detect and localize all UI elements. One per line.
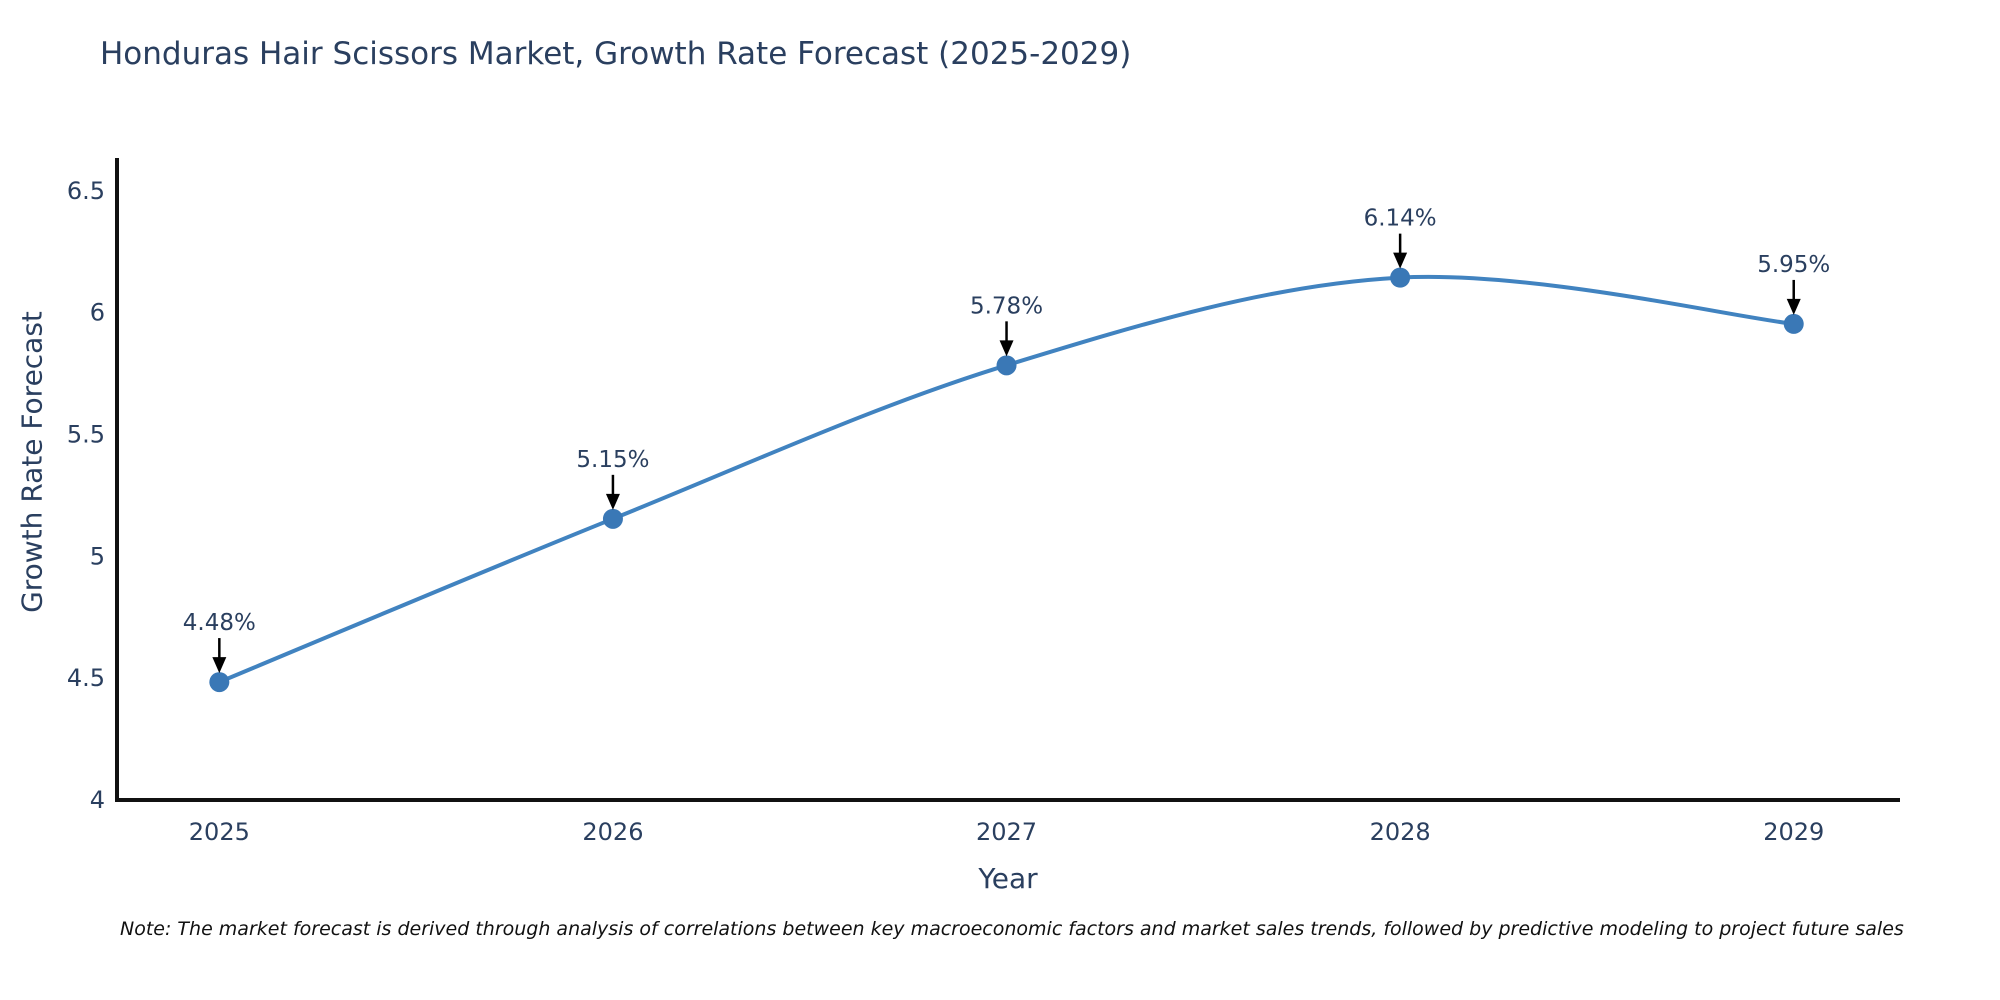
annotation-label: 5.78% bbox=[970, 293, 1043, 319]
x-tick-label: 2027 bbox=[976, 818, 1037, 846]
data-point-marker bbox=[209, 672, 230, 693]
data-point-marker bbox=[1783, 313, 1804, 334]
y-tick-label: 4 bbox=[90, 786, 105, 814]
x-axis-ticks: 2025 2026 2027 2028 2029 bbox=[189, 818, 1824, 846]
x-tick-label: 2025 bbox=[189, 818, 250, 846]
series-markers bbox=[209, 267, 1804, 693]
annotation-label: 4.48% bbox=[183, 610, 256, 636]
annotation-label: 6.14% bbox=[1364, 206, 1437, 232]
y-tick-label: 4.5 bbox=[67, 664, 105, 692]
y-tick-label: 6.5 bbox=[67, 177, 105, 205]
data-point-marker bbox=[602, 508, 623, 529]
chart-title: Honduras Hair Scissors Market, Growth Ra… bbox=[100, 36, 1132, 72]
annotation-arrowhead-icon bbox=[212, 657, 227, 674]
data-point-marker bbox=[996, 355, 1017, 376]
x-tick-label: 2026 bbox=[582, 818, 643, 846]
annotations: 4.48% 5.15% 5.78% 6.14% 5.95% bbox=[183, 206, 1830, 674]
annotation-arrowhead-icon bbox=[605, 493, 620, 510]
annotation-arrowhead-icon bbox=[1786, 298, 1801, 315]
y-tick-label: 5 bbox=[90, 542, 105, 570]
y-tick-label: 5.5 bbox=[67, 421, 105, 449]
x-tick-label: 2028 bbox=[1370, 818, 1431, 846]
annotation-label: 5.95% bbox=[1757, 252, 1830, 278]
y-tick-label: 6 bbox=[90, 299, 105, 327]
x-axis-title: Year bbox=[978, 862, 1038, 895]
annotation-label: 5.15% bbox=[576, 447, 649, 473]
footnote: Note: The market forecast is derived thr… bbox=[120, 918, 1904, 940]
y-axis-ticks: 4 4.5 5 5.5 6 6.5 bbox=[67, 177, 105, 814]
data-point-marker bbox=[1390, 267, 1411, 288]
axes bbox=[115, 158, 1900, 802]
annotation-arrowhead-icon bbox=[1393, 252, 1408, 269]
x-tick-label: 2029 bbox=[1763, 818, 1824, 846]
annotation-arrowhead-icon bbox=[999, 340, 1014, 357]
